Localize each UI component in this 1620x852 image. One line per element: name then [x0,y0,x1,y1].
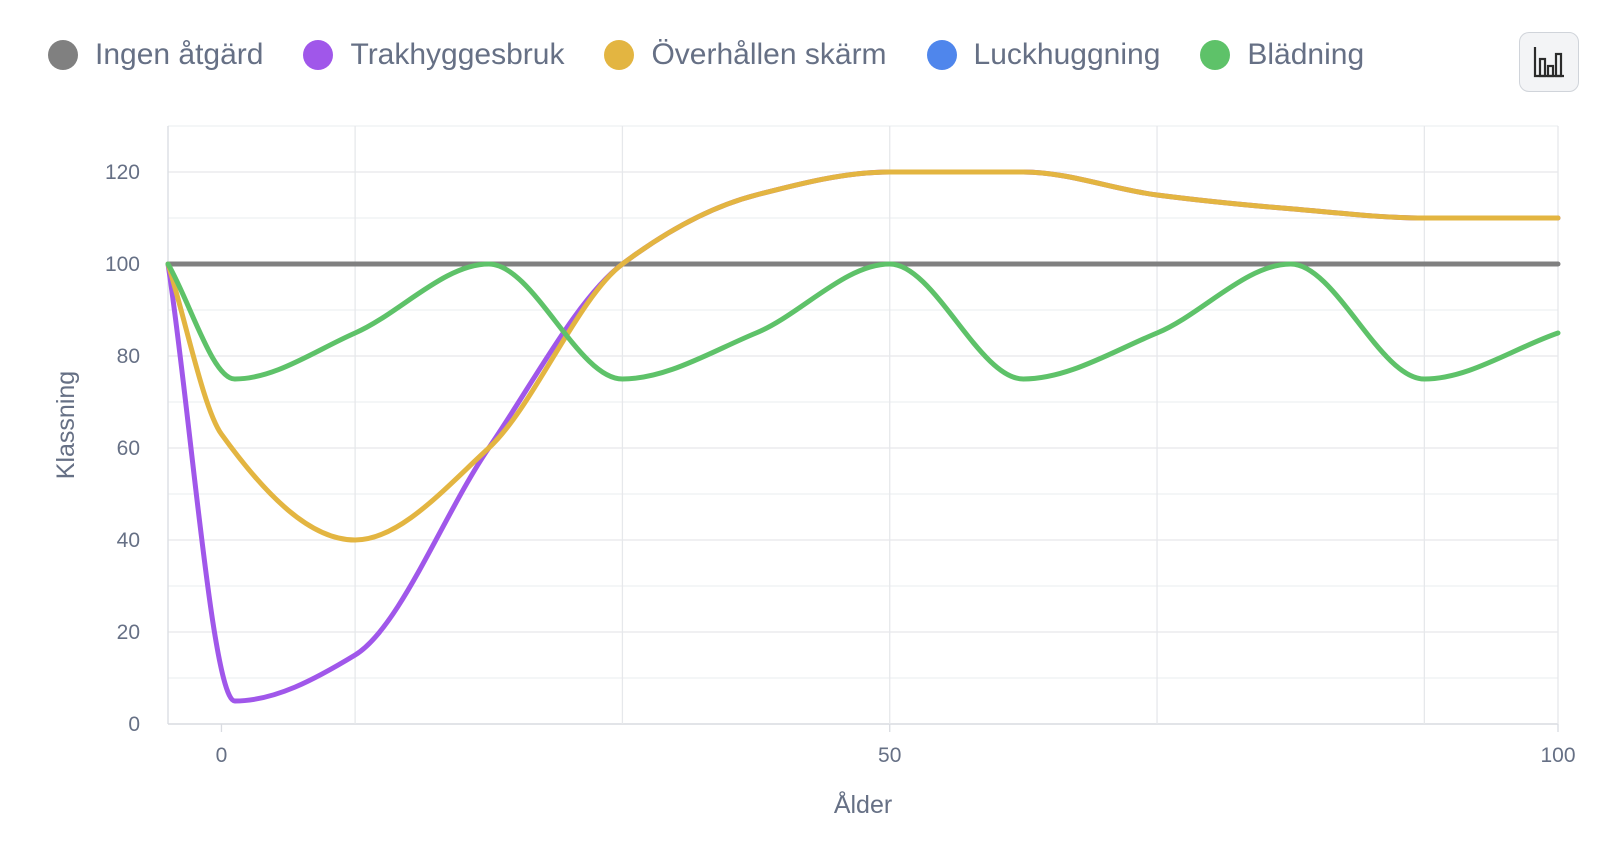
legend-item-trakhyggesbruk[interactable]: Trakhyggesbruk [303,38,564,72]
series-line-overhallen-skarm [165,169,1561,543]
legend-label-ingen-atgard: Ingen åtgärd [95,38,264,71]
x-tick-label: 50 [878,744,901,767]
bar-chart-icon [1533,47,1564,78]
x-axis-title: Ålder [834,789,892,819]
y-tick-label: 0 [128,713,140,736]
legend-item-bladning[interactable]: Blädning [1200,38,1364,72]
legend-item-overhallen-skarm[interactable]: Överhållen skärm [604,38,887,72]
x-tick-label: 100 [1540,744,1575,767]
legend-dot-bladning [1200,40,1231,70]
chart-type-toggle-button[interactable] [1519,32,1579,92]
legend-dot-trakhyggesbruk [303,40,334,70]
y-tick-label: 80 [117,345,140,368]
legend-label-trakhyggesbruk: Trakhyggesbruk [350,38,565,71]
series-line-trakhyggesbruk [165,169,1561,704]
y-tick-label: 40 [117,529,140,552]
legend-item-luckhuggning[interactable]: Luckhuggning [926,38,1161,72]
legend-label-overhallen-skarm: Överhållen skärm [651,38,887,71]
legend-label-bladning: Blädning [1247,38,1365,71]
chart-legend: Ingen åtgärd Trakhyggesbruk Överhållen s… [48,30,1404,80]
y-tick-label: 120 [105,161,140,184]
legend-item-ingen-atgard[interactable]: Ingen åtgärd [48,38,263,72]
legend-dot-luckhuggning [926,40,957,70]
legend-dot-ingen-atgard [48,40,78,70]
y-tick-label: 100 [105,253,140,276]
legend-label-luckhuggning: Luckhuggning [973,38,1161,71]
y-tick-label: 20 [117,621,140,644]
y-axis-title: Klassning [52,371,80,479]
legend-dot-overhallen-skarm [604,40,635,70]
y-tick-label: 60 [117,437,140,460]
x-tick-label: 0 [216,744,228,767]
series-line-bladning [165,261,1561,382]
